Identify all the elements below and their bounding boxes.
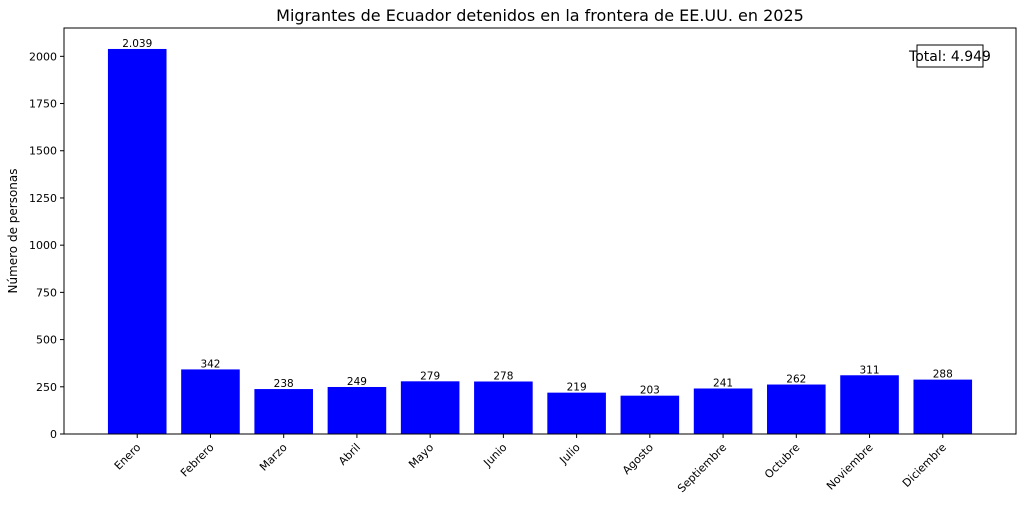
y-tick-label: 250 (36, 381, 57, 394)
x-tick-label: Octubre (762, 441, 802, 481)
x-tick-label: Abril (336, 441, 363, 468)
x-tick-label: Agosto (620, 441, 656, 477)
bar (400, 381, 460, 434)
y-tick-label: 2000 (29, 50, 57, 63)
x-tick-label: Junio (481, 441, 510, 470)
bar (181, 369, 240, 434)
bar-value-label: 238 (274, 378, 294, 390)
bar-value-label: 279 (420, 370, 440, 382)
bar (913, 379, 973, 434)
y-tick-label: 1250 (29, 192, 57, 205)
x-tick-label: Septiembre (675, 441, 729, 495)
bar-value-label: 278 (493, 371, 513, 383)
y-tick-label: 750 (36, 286, 57, 299)
bar (620, 395, 680, 434)
bar-value-label: 342 (200, 358, 220, 370)
x-tick-label: Julio (557, 441, 583, 467)
bar (693, 388, 753, 434)
y-tick-label: 1000 (29, 239, 57, 252)
total-annotation: Total: 4.949 (908, 44, 991, 68)
bar-value-label: 241 (713, 377, 733, 389)
bar-value-label: 288 (933, 369, 953, 381)
plot-frame (63, 27, 1017, 435)
y-tick-label: 0 (50, 428, 57, 441)
x-tick-label: Febrero (178, 441, 217, 480)
y-tick-label: 1750 (29, 98, 57, 111)
y-axis-label: Número de personas (6, 168, 20, 293)
bar-value-label: 262 (786, 374, 806, 386)
x-tick-label: Diciembre (900, 441, 949, 490)
y-tick-label: 500 (36, 334, 57, 347)
x-tick-label: Enero (112, 441, 144, 473)
bar (547, 392, 606, 434)
total-label: Total: 4.949 (908, 49, 991, 65)
x-tick-label: Noviembre (824, 441, 876, 493)
x-tick-label: Marzo (257, 441, 290, 474)
bar (767, 384, 826, 434)
bar-value-label: 249 (347, 376, 367, 388)
bar-value-label: 2.039 (122, 38, 152, 50)
bar (254, 389, 313, 434)
y-tick-label: 1500 (29, 145, 57, 158)
bar (107, 48, 167, 434)
bar-value-label: 219 (567, 382, 587, 394)
bar (840, 375, 899, 434)
bar (474, 381, 533, 434)
bar-value-label: 203 (640, 385, 660, 397)
bar-value-label: 311 (860, 364, 880, 376)
bar (327, 386, 387, 434)
x-tick-label: Mayo (406, 441, 436, 471)
chart-title: Migrantes de Ecuador detenidos en la fro… (276, 6, 804, 25)
